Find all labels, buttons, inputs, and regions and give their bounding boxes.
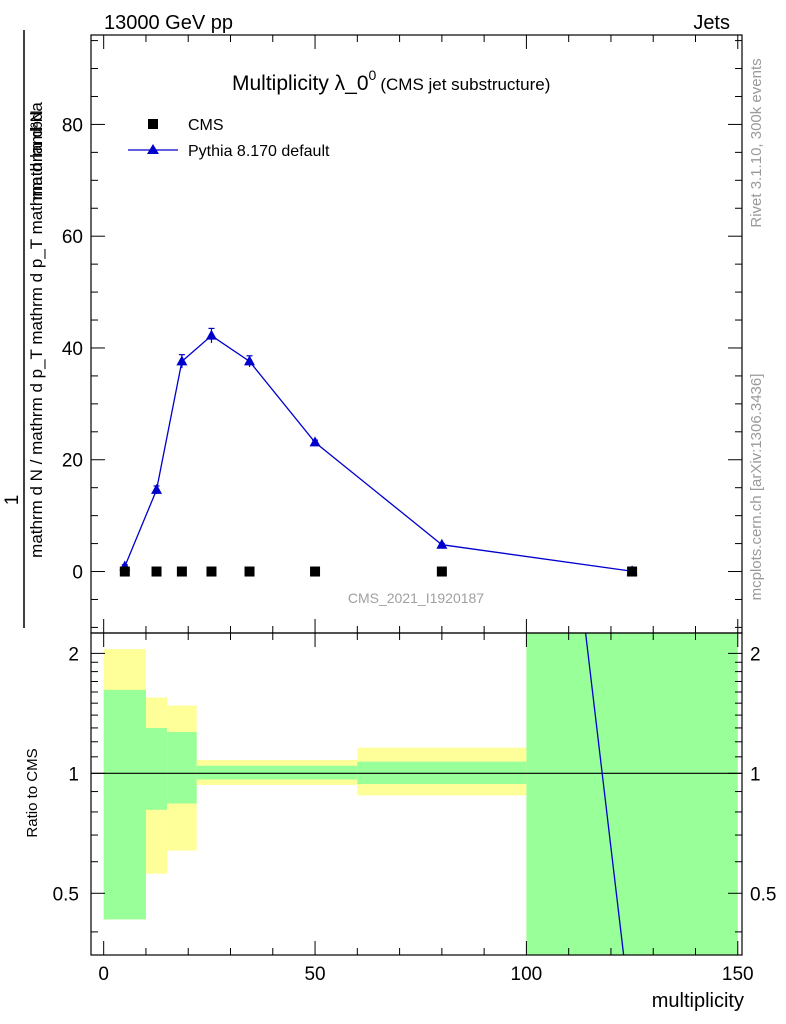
legend-pythia-marker [147,144,159,154]
main-ytick-label: 60 [62,227,83,248]
rivet-side-label: Rivet 3.1.10, 300k events [748,58,765,227]
ratio-ytick-label-left: 0.5 [53,884,79,905]
legend-pythia-label: Pythia 8.170 default [188,143,330,160]
plot-title-sub: (CMS jet substructure) [380,75,550,94]
main-ytick-label: 20 [62,451,83,472]
ratio-ytick-label-left: 2 [68,644,79,665]
legend-cms-label: CMS [188,117,224,134]
pythia-point [151,483,163,494]
pythia-series-line [124,334,633,572]
ratio-band-green [196,765,358,780]
x-axis-label: multiplicity [652,990,744,1012]
ratio-panel-frame [90,632,743,956]
cms-point [244,566,255,577]
main-ytick-label: 80 [62,115,83,136]
ratio-ytick-label-right: 0.5 [750,884,776,905]
header-left-label: 13000 GeV pp [104,12,233,34]
main-ylabel-denominator: mathrm d N / mathrm d p_T mathrm d p_T m… [27,102,46,558]
ratio-ytick-label-right: 1 [750,764,761,785]
main-ytick-label: 40 [62,339,83,360]
cms-point [151,566,162,577]
cms-point [310,566,321,577]
analysis-watermark: CMS_2021_I1920187 [348,590,484,606]
legend-cms-marker [148,119,158,129]
cms-point [627,566,638,577]
ratio-pythia-line [584,632,625,956]
main-ylabel-numerator-top: mathrm d²N [27,110,46,200]
ratio-band-green [103,689,146,920]
header-right-label: Jets [693,12,730,34]
ratio-band-green [167,731,197,804]
pythia-point [244,355,256,366]
ratio-panel-bands [103,633,738,955]
pythia-point [309,436,321,447]
cms-point [119,566,130,577]
ratio-ylabel: Ratio to CMS [24,748,41,837]
xtick-label: 100 [511,964,543,985]
plot-title-sup: 0 [369,67,377,83]
cms-point [176,566,187,577]
xtick-label: 50 [304,964,325,985]
ratio-panel-marks [584,632,625,956]
ratio-ytick-label-right: 2 [750,644,761,665]
main-ytick-label: 0 [72,563,83,584]
main-ylabel-numerator: 1 [2,495,23,506]
cms-point [436,566,447,577]
xtick-label: 150 [722,964,754,985]
ratio-panel-axes: 0.5 0.5 1 1 2 2 0 50 100 150 [53,633,776,985]
ratio-ytick-label-left: 1 [68,764,79,785]
pythia-point [176,355,188,366]
pythia-point [436,538,448,549]
ratio-band-green [526,633,738,955]
xtick-label: 0 [98,964,109,985]
pythia-point [205,329,217,340]
main-panel-marks [119,327,638,577]
ratio-band-green [145,727,168,810]
plot-title-main: Multiplicity λ_0 [232,72,369,95]
main-panel-axes: 0 20 40 60 80 [62,35,742,633]
cms-point [206,566,217,577]
plot-title: Multiplicity λ_00 (CMS jet substructure) [232,67,550,95]
mcplots-side-label: mcplots.cern.ch [arXiv:1306.3436] [748,374,765,601]
